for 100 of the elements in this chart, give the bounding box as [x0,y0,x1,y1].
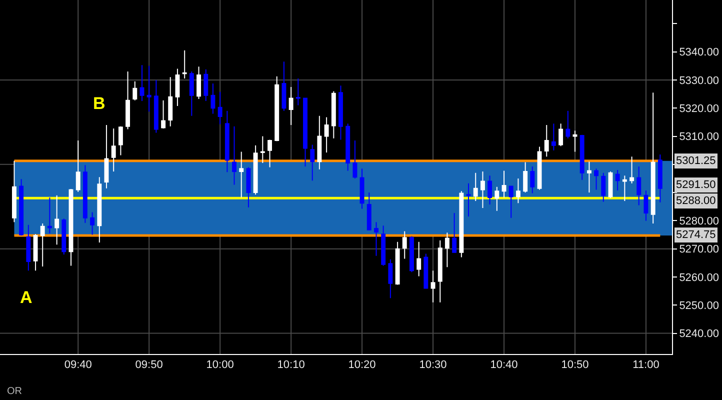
candlestick [537,146,542,190]
candlestick [310,144,315,182]
candlestick [580,134,584,180]
annotation: B [93,94,106,113]
ref-line-label: 5288.00 [676,195,716,207]
candlestick [488,175,492,206]
candlestick [444,232,450,268]
candlestick [608,170,613,199]
candlestick [146,65,152,112]
x-tick-label: 10:30 [419,359,447,372]
candlestick [402,230,407,260]
candlestick [544,124,549,158]
candlestick [459,190,464,258]
candlestick [68,188,74,266]
candlestick [650,92,656,224]
candlestick [395,241,400,286]
y-tick-label: 5330.00 [679,74,719,87]
candlestick [274,76,280,142]
candlestick [317,115,322,170]
candlestick [438,240,442,303]
candlestick [126,71,130,130]
candlestick [40,223,45,267]
candlestick [54,194,60,246]
candlestick [189,71,194,116]
candlestick [558,123,564,147]
y-tick-label: 5250.00 [679,300,719,312]
candlestick [62,218,66,255]
candlestick [466,182,471,217]
candlestick [253,144,258,196]
candlestick [33,234,38,272]
x-tick-label: 10:10 [277,359,305,372]
candlestick [97,176,102,244]
candlestick [210,82,216,114]
candlestick [594,168,599,190]
candlestick [622,175,627,202]
y-tick-label: 5270.00 [679,244,719,256]
x-tick-label: 10:50 [561,359,589,372]
y-tick-label: 5310.00 [679,131,719,144]
candlestick [452,212,457,253]
candlestick [338,85,343,140]
candlestick [268,139,272,168]
candlestick [601,172,606,202]
candlestick [644,190,648,222]
y-tick-label: 5280.00 [679,216,719,228]
candlestick [430,270,436,303]
candlestick [161,100,166,130]
x-tick-label: 09:40 [64,359,92,372]
candlestick [388,258,393,299]
y-tick-label: 5340.00 [679,46,719,59]
candlestick [182,50,187,80]
y-tick-label: 5260.00 [679,272,719,284]
x-tick-label: 10:20 [348,359,376,372]
y-tick-label: 5240.00 [679,328,719,340]
candlestick [494,186,500,212]
candlestick [239,151,244,198]
candlestick [416,241,422,277]
candlestick [523,162,528,194]
x-tick-label: 09:50 [135,359,163,372]
candlestick [586,161,592,194]
candlestick [19,178,24,236]
candlestick [232,126,236,186]
x-tick-label: 10:40 [490,359,518,372]
candlestick [224,110,230,173]
candlestick [324,116,329,153]
candlestick [76,140,80,192]
candlestick [508,186,514,218]
candlestick [366,192,372,230]
candlestick [132,80,138,101]
candlestick [204,68,208,102]
candlestick [636,166,642,206]
candlestick [331,90,336,139]
x-tick-label: 10:00 [206,359,234,372]
x-tick-label: 11:00 [632,359,660,372]
candlestick [260,136,265,164]
candlestick [615,170,620,191]
candlestick [111,128,116,172]
candlestick [551,123,556,151]
candlestick [566,110,570,139]
candlestick [154,79,158,134]
ref-line-label: 5301.25 [676,155,716,167]
candlestick [572,130,578,152]
candlestick [118,126,123,156]
candlestick [246,166,251,208]
candlestick [480,170,485,209]
candlestick [502,170,506,198]
candlestick [630,156,634,184]
candlestick [530,166,535,194]
candlestick [473,172,478,202]
candlestick [90,212,95,236]
candlestick [168,76,173,127]
annotation: A [20,288,32,307]
candlestick [82,164,88,224]
y-tick-label: 5320.00 [679,102,719,115]
candlestick [175,68,180,106]
candlestick [104,124,109,189]
candlestick [424,253,428,289]
text: 5291.50 [676,179,716,191]
candlestick [218,91,222,125]
candlestick [352,140,358,179]
candlestick [374,222,378,256]
